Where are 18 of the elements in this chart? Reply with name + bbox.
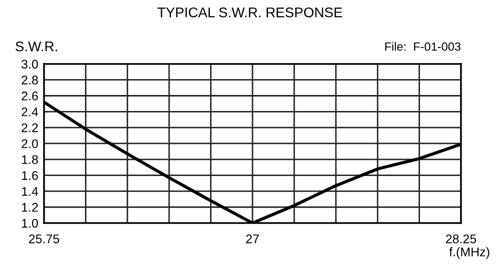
y-tick-label: 2.4: [22, 107, 38, 116]
y-tick-label: 2.6: [22, 92, 38, 100]
x-tick-label: 27: [246, 234, 259, 244]
chart-title: TYPICAL S.W.R. RESPONSE: [158, 7, 342, 18]
y-tick-label: 1.8: [22, 155, 38, 164]
y-tick-label: 2.2: [22, 123, 38, 132]
y-tick-label: 1.4: [22, 187, 38, 196]
x-axis-title: f.(MHz): [449, 247, 490, 259]
y-axis-title: S.W.R.: [16, 41, 57, 52]
y-tick-label: 2.0: [22, 139, 38, 148]
y-tick-label: 2.8: [22, 76, 38, 84]
y-tick-label: 1.6: [22, 171, 38, 180]
y-tick-label: 1.0: [22, 218, 38, 228]
y-tick-label: 3.0: [22, 60, 38, 69]
text: File: F-01-003: [385, 42, 460, 51]
x-tick-label: 28.25: [446, 234, 476, 244]
x-tick-label: 25.75: [28, 234, 60, 244]
y-tick-label: 1.2: [22, 202, 38, 212]
